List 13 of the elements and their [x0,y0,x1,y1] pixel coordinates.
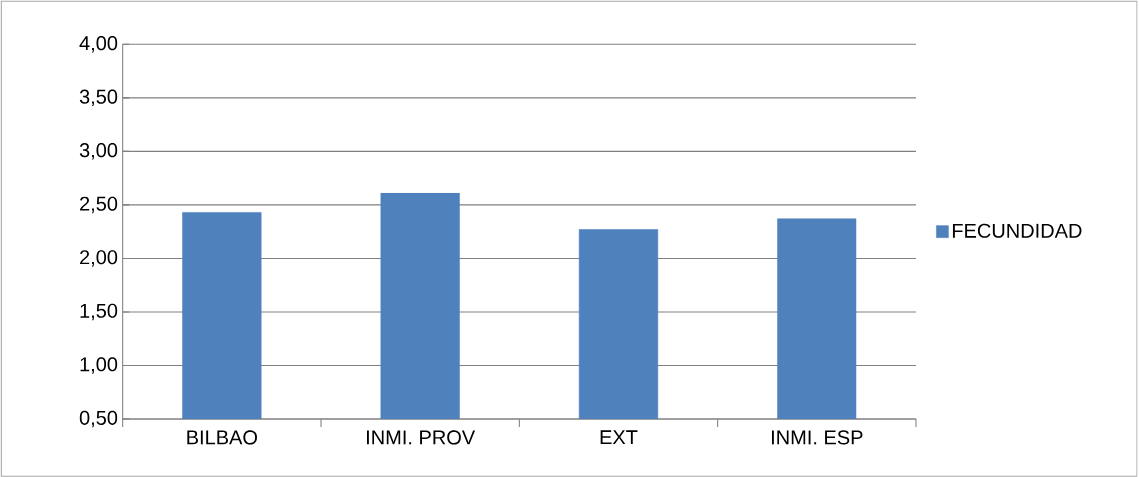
y-tick-label: 0,50 [79,410,118,428]
y-tick-label: 1,50 [80,303,118,321]
y-tick-label: 4,00 [79,36,118,53]
x-tick-label: INMI. PROV [367,430,476,445]
y-tick-label: 2,50 [80,196,118,214]
legend-label: FECUNDIDAD [952,223,1082,238]
y-tick-label: 3,50 [79,89,118,107]
x-tick-label: BILBAO [187,430,258,445]
y-tick-label: 1,00 [80,357,118,374]
y-tick-label: 3,00 [79,143,118,160]
x-tick-label: EXT [600,430,638,445]
x-tick-label: INMI. ESP [772,430,863,445]
y-tick-label: 2,00 [80,250,118,267]
